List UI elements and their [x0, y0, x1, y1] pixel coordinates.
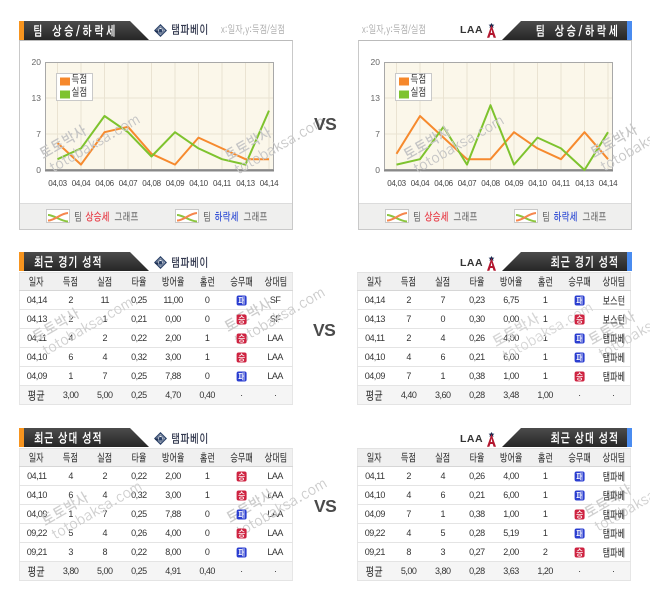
svg-text:20: 20 — [371, 57, 381, 67]
svg-text:04,14: 04,14 — [260, 179, 279, 188]
svg-text:13: 13 — [32, 93, 42, 103]
svg-text:04,04: 04,04 — [72, 179, 91, 188]
svg-text:04,09: 04,09 — [166, 179, 185, 188]
svg-text:04,03: 04,03 — [48, 179, 67, 188]
svg-text:04,13: 04,13 — [575, 179, 594, 188]
svg-text:20: 20 — [32, 57, 42, 67]
svg-text:04,06: 04,06 — [95, 179, 114, 188]
svg-text:13: 13 — [371, 93, 381, 103]
svg-text:04,07: 04,07 — [458, 179, 477, 188]
svg-text:04,08: 04,08 — [142, 179, 161, 188]
svg-text:0: 0 — [375, 165, 380, 175]
svg-text:0: 0 — [36, 165, 41, 175]
svg-text:04,08: 04,08 — [481, 179, 500, 188]
svg-text:7: 7 — [375, 129, 380, 139]
svg-text:04,11: 04,11 — [552, 179, 571, 188]
svg-text:04,04: 04,04 — [411, 179, 430, 188]
svg-text:04,03: 04,03 — [387, 179, 406, 188]
svg-text:04,06: 04,06 — [434, 179, 453, 188]
svg-text:04,11: 04,11 — [213, 179, 232, 188]
svg-text:04,14: 04,14 — [599, 179, 618, 188]
svg-text:04,09: 04,09 — [505, 179, 524, 188]
svg-text:04,10: 04,10 — [189, 179, 208, 188]
svg-text:04,10: 04,10 — [528, 179, 547, 188]
svg-text:04,13: 04,13 — [236, 179, 255, 188]
svg-text:7: 7 — [36, 129, 41, 139]
svg-text:04,07: 04,07 — [119, 179, 138, 188]
